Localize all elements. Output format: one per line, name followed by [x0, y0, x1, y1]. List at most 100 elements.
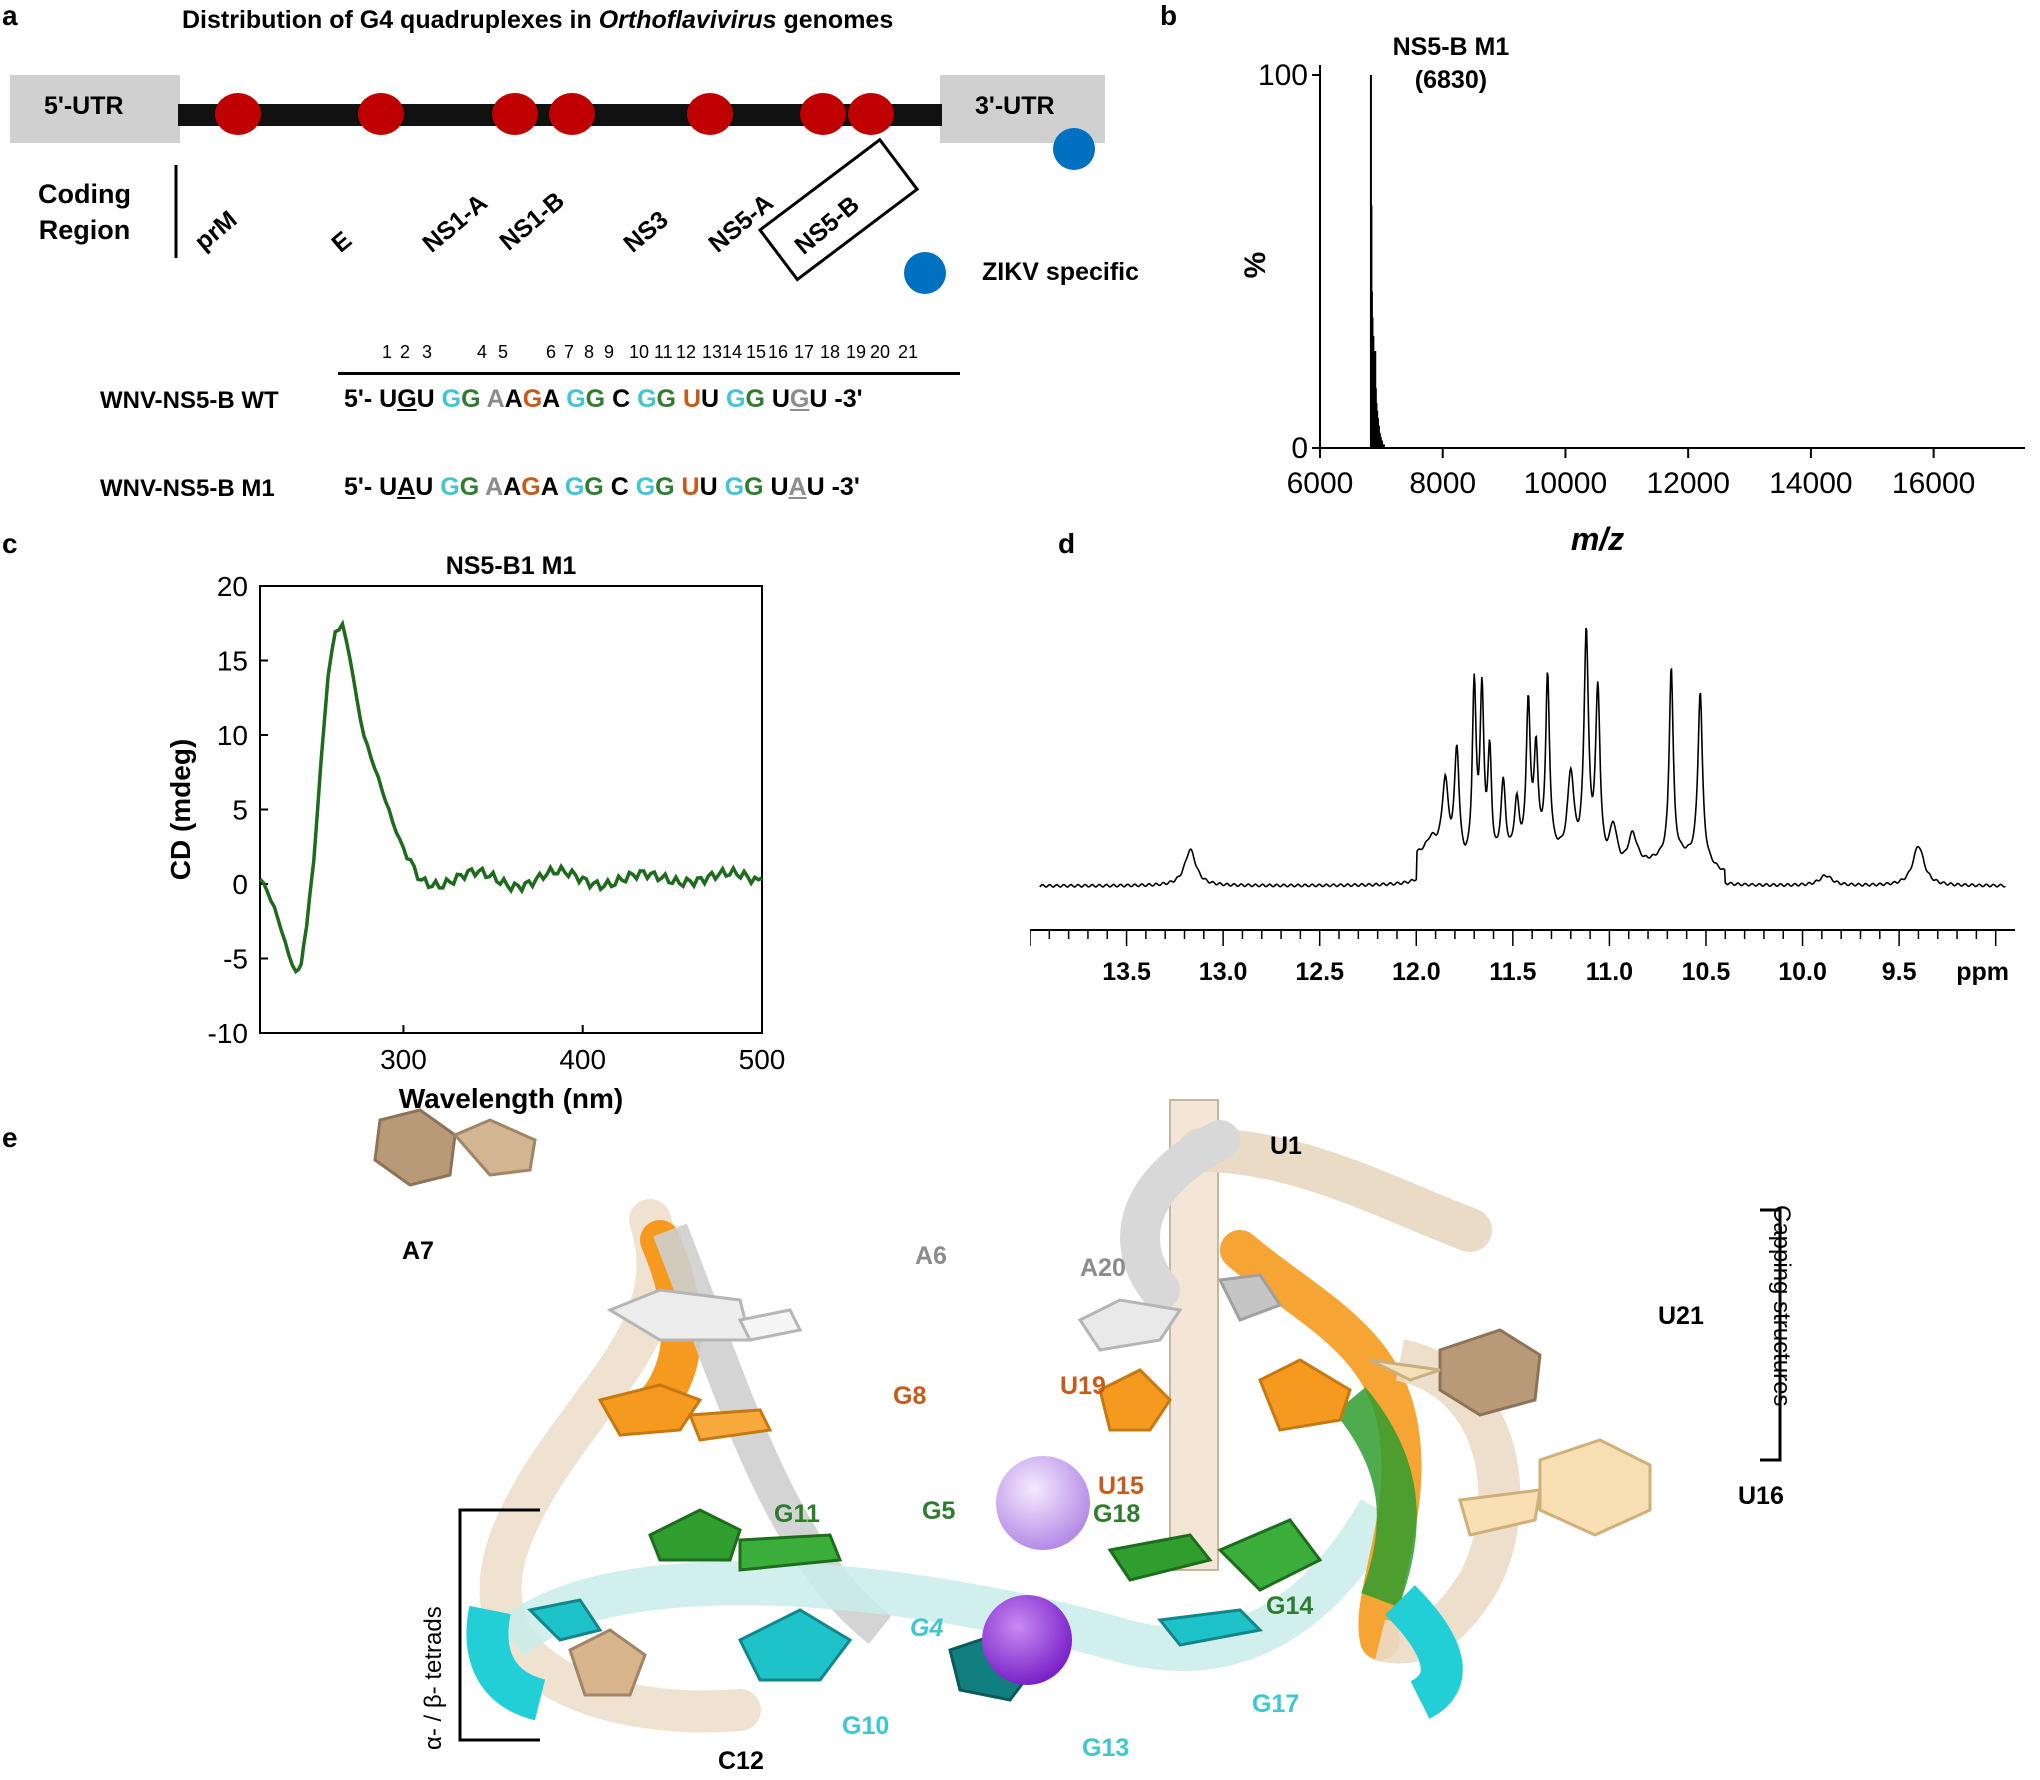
residue-label: C12 [718, 1747, 764, 1775]
base-u15 [1258, 1358, 1352, 1432]
utr5-box [10, 75, 180, 143]
nmr-tick-label: 13.5 [1102, 958, 1151, 986]
residue-label: G10 [842, 1712, 890, 1740]
position-number: 15 [746, 342, 767, 362]
residue-label: G14 [1266, 1592, 1314, 1620]
nmr-tick-label: 10.5 [1682, 958, 1731, 986]
position-number: 10 [629, 342, 650, 362]
seq-segment: U -3' [806, 473, 860, 501]
seq-segment: A [542, 385, 567, 413]
g4-structure-render [373, 1099, 1782, 1742]
position-number: 6 [546, 342, 557, 362]
position-number: 1 [382, 342, 393, 362]
position-number: 7 [564, 342, 575, 362]
seq-segment: G [564, 473, 585, 501]
legend-zikv-dot [904, 252, 946, 294]
seq-segment: A [788, 473, 807, 501]
seq-segment: G [521, 473, 541, 501]
cd-y-tick-label: 10 [217, 720, 248, 751]
base-a6-ring [737, 1308, 803, 1342]
g4-markers [215, 93, 894, 135]
position-number: 21 [898, 342, 919, 362]
seq-segment: A [540, 473, 565, 501]
panel-letter-d: d [1058, 528, 1076, 559]
seq-segment: U [771, 385, 790, 413]
ms-x-tick-label: 16000 [1892, 467, 1975, 500]
position-number: 9 [604, 342, 615, 362]
residue-label: U19 [1060, 1372, 1106, 1400]
seq-segment: G [637, 385, 657, 413]
cd-chart: 300 400 500 -10 -5 0 5 10 15 20 NS5-B1 M1 Wavelengt… [165, 552, 786, 1114]
seq-wt: 5'- UGU GG AAGA GG C GG UU GG UGU -3' [344, 385, 863, 414]
cd-x-label: Wavelength (nm) [399, 1083, 624, 1114]
base-a7 [373, 1108, 457, 1187]
residue-label: U15 [1098, 1472, 1144, 1500]
nmr-tick-label: 12.5 [1295, 958, 1344, 986]
genome-diagram [10, 75, 1105, 294]
nmr-tick-label: 13.0 [1199, 958, 1248, 986]
residue-label: A7 [402, 1237, 434, 1265]
position-number: 20 [870, 342, 891, 362]
zikv-marker [1053, 128, 1095, 170]
capping-label: Capping structures [1768, 1205, 1795, 1407]
seq-segment: A [504, 385, 523, 413]
base-g10 [526, 1598, 603, 1642]
cd-x-tick-label: 500 [739, 1044, 786, 1075]
cd-y-tick-label: -10 [208, 1018, 248, 1049]
base-u21 [1438, 1328, 1542, 1417]
sequence-header-rule [338, 372, 960, 375]
g4-marker [549, 93, 595, 135]
cd-y-tick-label: 20 [217, 571, 248, 602]
seq-segment: U [681, 473, 700, 501]
base-a7-ring [452, 1118, 537, 1177]
seq-segment: G [397, 385, 417, 413]
base-g17 [1157, 1608, 1264, 1647]
ms-x-tick-label: 12000 [1646, 467, 1729, 500]
residue-label: G11 [774, 1500, 820, 1528]
base-g18 [1107, 1533, 1213, 1582]
backbone-green-right [1334, 1387, 1417, 1608]
cation-lower [982, 1595, 1072, 1685]
base-g11 [648, 1508, 742, 1562]
utr3-label: 3'-UTR [975, 92, 1055, 120]
seq-segment: G [584, 473, 611, 501]
nmr-tick-label: 9.5 [1882, 958, 1917, 986]
panel-letter-c: c [2, 528, 18, 559]
seq-segment: G [440, 473, 460, 501]
seq-segment: 5'- U [344, 473, 398, 501]
nmr-x-label: ppm [1956, 958, 2009, 986]
backbone-cyan-right [1384, 1585, 1463, 1719]
cd-x-tick-label: 400 [559, 1044, 606, 1075]
residue-label: A6 [915, 1242, 947, 1270]
panel-letter-b: b [1160, 0, 1178, 31]
position-number: 2 [400, 342, 411, 362]
cd-x-tick-label: 300 [380, 1044, 427, 1075]
cd-y-tick-label: -5 [223, 944, 248, 975]
seq-segment: U [699, 473, 725, 501]
seq-segment: G [745, 385, 772, 413]
cation-upper [996, 1456, 1090, 1550]
position-number: 16 [768, 342, 789, 362]
nmr-tick-label: 11.5 [1489, 958, 1536, 986]
seq-segment: U -3' [809, 385, 863, 413]
residue-label: G8 [893, 1382, 927, 1410]
base-g14 [1217, 1518, 1323, 1592]
residue-label: A20 [1080, 1254, 1126, 1282]
tetrad-bracket [458, 1508, 540, 1742]
seq-segment: C [612, 385, 638, 413]
base-u19 [1098, 1368, 1172, 1432]
g4-marker [848, 93, 894, 135]
seq-segment: G [656, 385, 683, 413]
seq-segment: G [635, 473, 656, 501]
position-number: 14 [722, 342, 743, 362]
base-g4 [737, 1608, 853, 1682]
seq-segment: G [522, 385, 543, 413]
ns5b-highlight-box [757, 137, 920, 282]
cd-y-label: CD (mdeg) [165, 739, 196, 881]
residue-label: U1 [1270, 1132, 1302, 1160]
nmr-spectrum [1039, 627, 2006, 888]
position-number: 12 [676, 342, 697, 362]
residue-label: U21 [1658, 1302, 1704, 1330]
base-g5 [738, 1533, 843, 1572]
base-g8-ring [687, 1408, 773, 1442]
